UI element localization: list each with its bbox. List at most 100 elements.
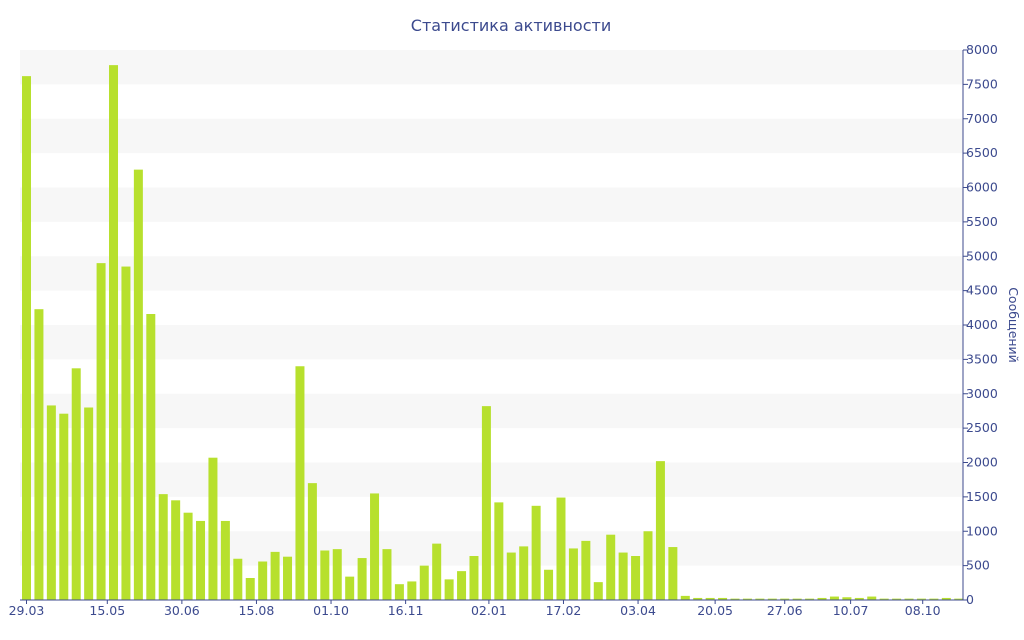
x-tick-label: 16.11 <box>388 603 424 618</box>
grid-band <box>20 462 963 497</box>
bar <box>842 597 852 600</box>
bar <box>817 597 827 600</box>
y-tick-label: 4500 <box>966 283 998 298</box>
bar <box>742 598 752 601</box>
bar <box>655 461 665 601</box>
bar <box>531 505 541 600</box>
y-axis-label: Сообщений <box>1006 287 1021 363</box>
bar <box>805 598 815 601</box>
bar <box>904 598 914 601</box>
bar <box>892 598 902 601</box>
grid-band <box>20 393 963 429</box>
y-tick-label: 2500 <box>966 420 998 435</box>
y-tick-label: 4000 <box>966 317 998 332</box>
bar <box>593 582 603 601</box>
y-tick-label: 3500 <box>966 351 998 366</box>
bar <box>879 598 889 601</box>
bar <box>59 413 69 600</box>
bar <box>444 579 454 601</box>
bar <box>954 598 964 601</box>
bar <box>183 512 193 600</box>
bar <box>332 549 342 601</box>
x-tick-label: 10.07 <box>833 603 869 618</box>
bar <box>705 597 715 600</box>
bar <box>419 565 429 601</box>
bar <box>618 552 628 600</box>
x-tick-label: 15.05 <box>89 603 125 618</box>
bar <box>133 169 143 601</box>
x-tick-label: 03.04 <box>620 603 656 618</box>
y-tick-label: 7000 <box>966 111 998 126</box>
bar <box>693 597 703 600</box>
bar <box>867 596 877 600</box>
bar <box>233 558 243 600</box>
bar <box>829 596 839 600</box>
bar <box>556 497 566 600</box>
y-tick-label: 3000 <box>966 386 998 401</box>
bar <box>121 266 131 600</box>
x-ticks: 29.03 15.05 30.06 15.08 01.10 16.11 02.01 17.02… <box>9 600 941 618</box>
bar <box>643 531 653 600</box>
grid-band <box>20 118 963 154</box>
bar <box>494 502 504 601</box>
bar <box>357 558 367 600</box>
bar <box>792 598 802 601</box>
bar <box>780 598 790 601</box>
bar <box>407 581 417 600</box>
bar <box>258 561 268 600</box>
bar <box>295 366 305 600</box>
bar <box>109 65 119 601</box>
bar <box>519 546 529 601</box>
grid-band <box>20 50 963 85</box>
bar <box>916 598 926 601</box>
bar <box>345 576 355 601</box>
bar <box>270 551 280 601</box>
bar <box>196 520 206 600</box>
bar <box>432 543 442 601</box>
x-tick-label: 29.03 <box>9 603 45 618</box>
bar <box>568 548 578 600</box>
y-tick-label: 2000 <box>966 455 998 470</box>
bar <box>730 598 740 601</box>
bar <box>854 597 864 600</box>
bar <box>755 598 765 601</box>
x-tick-label: 17.02 <box>546 603 582 618</box>
x-tick-label: 27.06 <box>767 603 803 618</box>
bar <box>320 550 330 600</box>
bar <box>46 405 56 600</box>
bar <box>307 483 317 601</box>
bar <box>631 556 641 600</box>
bar <box>941 597 951 600</box>
bar <box>767 598 777 601</box>
bar <box>506 552 516 600</box>
x-tick-label: 30.06 <box>164 603 200 618</box>
grid-band <box>20 325 963 360</box>
y-tick-label: 500 <box>966 558 990 573</box>
y-tick-label: 1500 <box>966 489 998 504</box>
x-tick-label: 08.10 <box>905 603 941 618</box>
bar <box>220 520 230 600</box>
bar <box>382 549 392 601</box>
bar <box>544 569 554 600</box>
bar <box>581 540 591 601</box>
bar <box>146 314 156 600</box>
bar <box>718 597 728 600</box>
bar <box>22 76 31 601</box>
y-tick-label: 0 <box>966 592 974 607</box>
bar <box>208 457 218 600</box>
bar <box>158 494 168 601</box>
bar <box>171 500 181 600</box>
bar <box>929 598 939 601</box>
y-tick-label: 8000 <box>966 42 998 57</box>
bar <box>469 556 479 600</box>
grid-bands <box>20 50 963 566</box>
bar <box>668 547 678 600</box>
y-tick-label: 7500 <box>966 76 998 91</box>
bar <box>481 406 491 601</box>
bar <box>96 263 106 601</box>
y-tick-label: 5500 <box>966 214 998 229</box>
bar <box>71 368 81 600</box>
y-tick-label: 1000 <box>966 523 998 538</box>
x-tick-label: 02.01 <box>471 603 507 618</box>
